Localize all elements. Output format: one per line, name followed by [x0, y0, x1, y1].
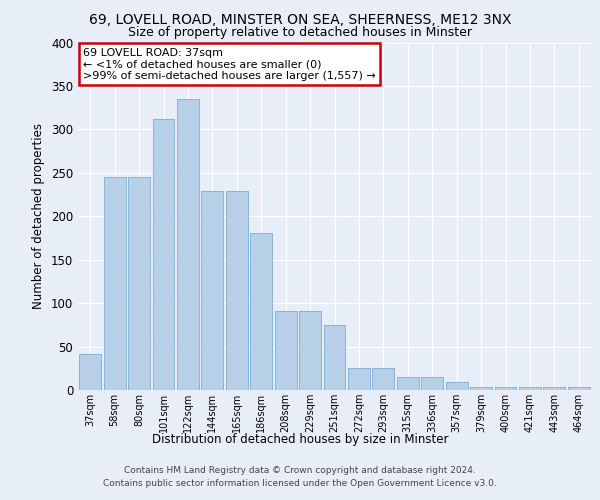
Y-axis label: Number of detached properties: Number of detached properties — [32, 123, 46, 309]
Bar — [177, 99, 199, 390]
Bar — [202, 191, 223, 390]
Bar — [323, 325, 346, 390]
Bar — [128, 177, 150, 390]
Bar — [226, 191, 248, 390]
Bar — [397, 377, 419, 390]
Bar — [421, 377, 443, 390]
Bar — [79, 354, 101, 390]
Text: 69 LOVELL ROAD: 37sqm
← <1% of detached houses are smaller (0)
>99% of semi-deta: 69 LOVELL ROAD: 37sqm ← <1% of detached … — [83, 48, 376, 81]
Text: Size of property relative to detached houses in Minster: Size of property relative to detached ho… — [128, 26, 472, 39]
Bar — [104, 177, 125, 390]
Bar — [373, 368, 394, 390]
Bar — [275, 311, 296, 390]
Text: 69, LOVELL ROAD, MINSTER ON SEA, SHEERNESS, ME12 3NX: 69, LOVELL ROAD, MINSTER ON SEA, SHEERNE… — [89, 12, 511, 26]
Bar — [494, 386, 517, 390]
Text: Distribution of detached houses by size in Minster: Distribution of detached houses by size … — [152, 432, 448, 446]
Bar — [470, 386, 492, 390]
Bar — [519, 388, 541, 390]
Bar — [446, 382, 467, 390]
Bar — [152, 119, 175, 390]
Bar — [299, 311, 321, 390]
Bar — [544, 388, 565, 390]
Bar — [348, 368, 370, 390]
Text: Contains HM Land Registry data © Crown copyright and database right 2024.
Contai: Contains HM Land Registry data © Crown c… — [103, 466, 497, 487]
Bar — [568, 388, 590, 390]
Bar — [250, 233, 272, 390]
